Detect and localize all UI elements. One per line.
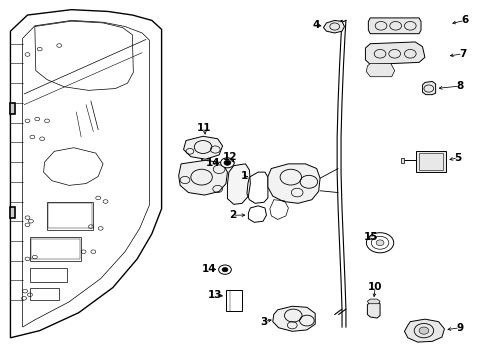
Circle shape bbox=[418, 327, 428, 334]
Text: 14: 14 bbox=[202, 264, 216, 274]
Polygon shape bbox=[183, 136, 222, 159]
Text: 2: 2 bbox=[228, 210, 235, 220]
Circle shape bbox=[220, 158, 234, 168]
Polygon shape bbox=[366, 299, 379, 304]
Bar bbox=[30, 268, 66, 282]
Bar bbox=[10, 207, 15, 218]
Text: 1: 1 bbox=[241, 171, 247, 181]
Polygon shape bbox=[272, 306, 315, 331]
Text: 8: 8 bbox=[455, 81, 463, 91]
Circle shape bbox=[375, 240, 383, 246]
Text: 7: 7 bbox=[458, 49, 466, 59]
Polygon shape bbox=[178, 160, 227, 195]
Bar bbox=[400, 158, 404, 163]
Polygon shape bbox=[404, 319, 444, 342]
Polygon shape bbox=[267, 164, 320, 203]
Polygon shape bbox=[365, 42, 424, 64]
Bar bbox=[415, 150, 446, 172]
Bar bbox=[48, 203, 92, 228]
Bar bbox=[418, 153, 443, 170]
Polygon shape bbox=[422, 81, 435, 95]
Text: 3: 3 bbox=[260, 317, 267, 327]
Text: 9: 9 bbox=[455, 323, 463, 333]
Polygon shape bbox=[366, 63, 394, 77]
Polygon shape bbox=[323, 21, 344, 33]
Bar bbox=[30, 237, 81, 261]
Text: 14: 14 bbox=[205, 158, 220, 168]
Circle shape bbox=[224, 160, 230, 165]
Bar bbox=[47, 202, 93, 230]
Polygon shape bbox=[35, 21, 133, 90]
Bar bbox=[10, 103, 15, 114]
Polygon shape bbox=[227, 164, 250, 204]
Text: 6: 6 bbox=[460, 15, 468, 26]
Text: 15: 15 bbox=[363, 232, 378, 242]
Bar bbox=[31, 239, 80, 259]
Polygon shape bbox=[10, 10, 161, 338]
Polygon shape bbox=[366, 301, 379, 318]
Text: 10: 10 bbox=[367, 282, 382, 292]
Bar bbox=[30, 288, 59, 300]
Text: 12: 12 bbox=[222, 152, 237, 162]
Polygon shape bbox=[367, 18, 420, 34]
Circle shape bbox=[222, 267, 227, 272]
Text: 13: 13 bbox=[207, 290, 222, 300]
Text: 4: 4 bbox=[312, 20, 320, 30]
Text: 11: 11 bbox=[197, 123, 211, 133]
Text: 5: 5 bbox=[453, 153, 461, 163]
Bar bbox=[225, 291, 241, 311]
